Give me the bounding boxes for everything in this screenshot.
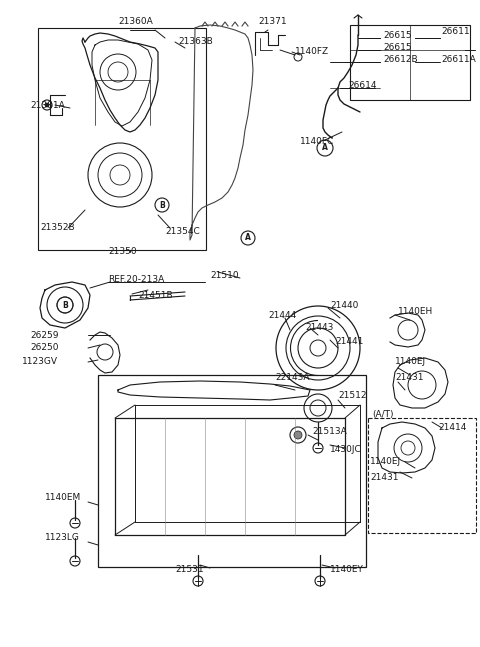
Text: 26615: 26615 <box>383 43 412 52</box>
Text: 1123GV: 1123GV <box>22 358 58 366</box>
Text: 21431: 21431 <box>370 474 398 483</box>
Text: 21360A: 21360A <box>118 17 153 27</box>
Text: 1140FC: 1140FC <box>300 138 334 146</box>
Text: 21431: 21431 <box>395 373 423 382</box>
Text: A: A <box>322 144 328 153</box>
Text: 21350: 21350 <box>108 248 137 256</box>
Text: 1430JC: 1430JC <box>330 446 362 454</box>
Text: 26250: 26250 <box>30 344 59 353</box>
Text: 1123LG: 1123LG <box>45 534 80 542</box>
Text: (A/T): (A/T) <box>372 410 394 419</box>
Text: 21381A: 21381A <box>30 100 65 109</box>
Text: 21441: 21441 <box>335 338 363 347</box>
Text: 21371: 21371 <box>258 17 287 27</box>
Text: 1140EJ: 1140EJ <box>395 358 426 366</box>
Text: 22143A: 22143A <box>275 373 310 382</box>
Text: 21352B: 21352B <box>40 223 74 232</box>
Bar <box>38 28 206 250</box>
Text: 1140EJ: 1140EJ <box>370 457 401 466</box>
Text: 21512: 21512 <box>338 391 367 400</box>
Text: 21444: 21444 <box>268 311 296 320</box>
Text: 1140EM: 1140EM <box>45 494 81 503</box>
Text: 1140FZ: 1140FZ <box>295 47 329 56</box>
Text: 26611: 26611 <box>441 28 469 36</box>
Text: 1140EH: 1140EH <box>398 307 433 316</box>
Text: 21414: 21414 <box>438 424 467 432</box>
Text: 26611A: 26611A <box>441 56 476 65</box>
Text: 26612B: 26612B <box>383 56 418 65</box>
Text: 21363B: 21363B <box>178 38 213 47</box>
Circle shape <box>45 103 49 107</box>
Text: 21451B: 21451B <box>138 291 173 300</box>
Circle shape <box>294 431 302 439</box>
Text: B: B <box>159 201 165 210</box>
Text: REF.20-213A: REF.20-213A <box>108 276 164 285</box>
Text: 21354C: 21354C <box>165 228 200 237</box>
Text: 21443: 21443 <box>305 324 334 333</box>
Text: 26259: 26259 <box>30 331 59 340</box>
Text: 1140EY: 1140EY <box>330 565 364 575</box>
Text: 21513A: 21513A <box>312 428 347 437</box>
Bar <box>98 375 366 567</box>
Text: 21440: 21440 <box>330 300 359 309</box>
Text: 21510: 21510 <box>210 270 239 280</box>
Bar <box>350 25 470 100</box>
Text: B: B <box>62 300 68 309</box>
Text: 26614: 26614 <box>348 80 376 89</box>
Text: 26615: 26615 <box>383 30 412 39</box>
Text: 21531: 21531 <box>175 565 204 575</box>
Text: A: A <box>245 234 251 243</box>
Bar <box>368 418 476 533</box>
